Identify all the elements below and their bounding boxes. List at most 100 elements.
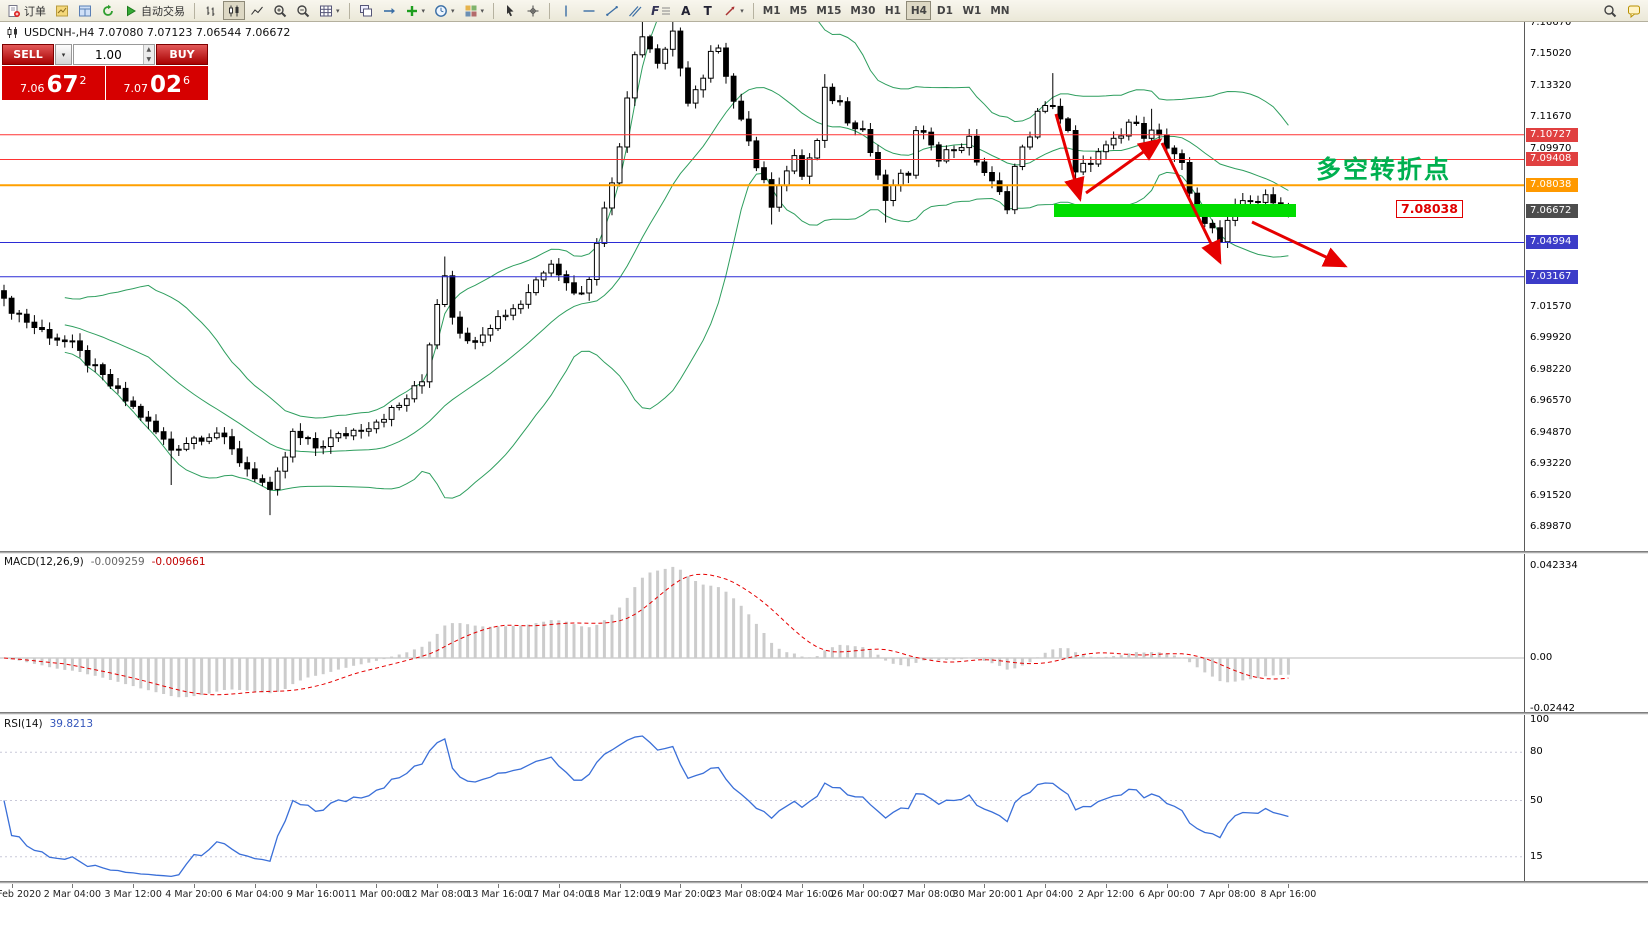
market-watch-button[interactable] — [51, 1, 73, 20]
channel-tool-button[interactable] — [624, 1, 646, 20]
candle — [335, 433, 342, 439]
vertical-line-tool-button[interactable] — [555, 1, 577, 20]
panel-splitter[interactable] — [0, 712, 1648, 715]
rsi-tick: 100 — [1530, 714, 1550, 725]
candle — [327, 437, 334, 447]
sell-button[interactable]: SELL — [2, 44, 54, 65]
chart-bars-button[interactable] — [200, 1, 222, 20]
time-tick — [437, 884, 439, 888]
indicators-button[interactable]: ▾ — [401, 1, 430, 20]
panel-splitter[interactable] — [0, 551, 1648, 554]
zoom-in-button[interactable] — [269, 1, 291, 20]
cursor-icon — [507, 4, 514, 16]
time-tick — [1166, 884, 1168, 888]
timeframe-h1[interactable]: H1 — [880, 1, 905, 20]
time-tick — [984, 884, 986, 888]
volume-input[interactable] — [74, 45, 143, 64]
trend-arrow[interactable] — [1160, 142, 1222, 265]
text-tool-button[interactable]: A — [675, 1, 696, 20]
search-button[interactable] — [1599, 1, 1621, 20]
chart-candles-button[interactable] — [223, 1, 245, 20]
templates-button[interactable]: ▾ — [460, 1, 489, 20]
horizontal-line-tool-button[interactable] — [578, 1, 600, 20]
sell-price-box[interactable]: 7.06 67 2 — [2, 66, 105, 100]
chart-line-button[interactable] — [246, 1, 268, 20]
refresh-button[interactable] — [97, 1, 119, 20]
price-tick: 7.09970 — [1530, 142, 1572, 154]
macd-tick: -0.02442 — [1530, 703, 1575, 714]
arrows-tool-button[interactable]: ▾ — [719, 1, 748, 20]
rsi-panel[interactable] — [0, 715, 1524, 881]
time-label: 6 Apr 00:00 — [1138, 889, 1195, 900]
main-chart[interactable] — [0, 22, 1524, 551]
tile-windows-button[interactable]: ▾ — [315, 1, 344, 20]
volume-dropdown[interactable]: ▾ — [55, 44, 72, 65]
candle — [1027, 136, 1033, 148]
chat-button[interactable] — [1623, 1, 1645, 20]
trend-arrow[interactable] — [1251, 220, 1348, 268]
candle — [289, 430, 296, 458]
fibonacci-icon: F — [651, 3, 660, 18]
macd-panel[interactable] — [0, 554, 1524, 712]
timeframe-h4[interactable]: H4 — [906, 1, 932, 20]
buy-button[interactable]: BUY — [156, 44, 208, 65]
candle — [343, 433, 349, 437]
rsi-indicator-label: RSI(14) 39.8213 — [4, 718, 93, 730]
label-tool-button[interactable]: T — [697, 1, 718, 20]
toolbar-separator — [348, 2, 350, 19]
candle — [996, 180, 1003, 193]
trendline-tool-button[interactable] — [601, 1, 623, 20]
data-window-button[interactable] — [74, 1, 96, 20]
candle — [578, 292, 585, 295]
timeframe-d1[interactable]: D1 — [932, 1, 957, 20]
line-chart-icon — [251, 6, 263, 15]
cursor-tool-button[interactable] — [499, 1, 521, 20]
volume-down-button[interactable]: ▼ — [143, 54, 154, 64]
price-tag-label[interactable]: 7.08038 — [1396, 200, 1463, 218]
timeframe-group: M1 M5 M15 M30 H1 H4 D1 W1 MN — [759, 1, 1014, 20]
candle — [768, 179, 775, 208]
candle — [1217, 227, 1223, 243]
zoom-out-button[interactable] — [292, 1, 314, 20]
fibonacci-tool-button[interactable]: F — [647, 1, 674, 20]
cascade-windows-button[interactable] — [355, 1, 377, 20]
candle — [791, 155, 798, 172]
time-tick — [1288, 884, 1290, 888]
timeframe-m30[interactable]: M30 — [846, 1, 879, 20]
toolbar-separator — [493, 2, 495, 19]
candle — [1011, 165, 1018, 211]
autotrade-button[interactable]: 自动交易 — [120, 1, 189, 20]
time-tick — [619, 884, 621, 888]
timeframe-m5[interactable]: M5 — [786, 1, 812, 20]
candle — [1209, 222, 1216, 229]
price-tick: 7.16670 — [1530, 16, 1572, 28]
timeframe-mn[interactable]: MN — [986, 1, 1013, 20]
turning-point-annotation[interactable]: 多空转折点 — [1316, 155, 1452, 184]
candle — [365, 428, 372, 432]
auto-scroll-button[interactable] — [378, 1, 400, 20]
candle — [1125, 121, 1132, 137]
candle — [479, 334, 486, 343]
sell-price-sup: 2 — [79, 74, 87, 87]
timeframe-m1[interactable]: M1 — [759, 1, 785, 20]
price-axis[interactable]: 7.16670 7.15020 7.13320 7.11670 7.09970 7.015… — [1524, 17, 1648, 884]
candle — [692, 89, 699, 104]
trend-arrow[interactable] — [1054, 113, 1085, 202]
candle — [844, 101, 851, 124]
timeframe-m15[interactable]: M15 — [812, 1, 845, 20]
candle — [8, 297, 15, 314]
candle — [1255, 201, 1261, 203]
buy-price-box[interactable]: 7.07 02 6 — [105, 66, 208, 100]
macd-signal-value: -0.009661 — [151, 556, 206, 568]
candle — [700, 77, 707, 91]
time-tick — [498, 884, 499, 888]
periods-button[interactable]: ▾ — [430, 1, 459, 20]
new-order-button[interactable]: 订单 — [3, 1, 50, 20]
timeframe-w1[interactable]: W1 — [958, 1, 985, 20]
trend-arrow[interactable] — [1085, 138, 1163, 195]
support-zone[interactable] — [1054, 204, 1296, 217]
crosshair-tool-button[interactable] — [522, 1, 544, 20]
panel-splitter[interactable] — [0, 881, 1648, 884]
volume-up-button[interactable]: ▲ — [143, 45, 154, 55]
